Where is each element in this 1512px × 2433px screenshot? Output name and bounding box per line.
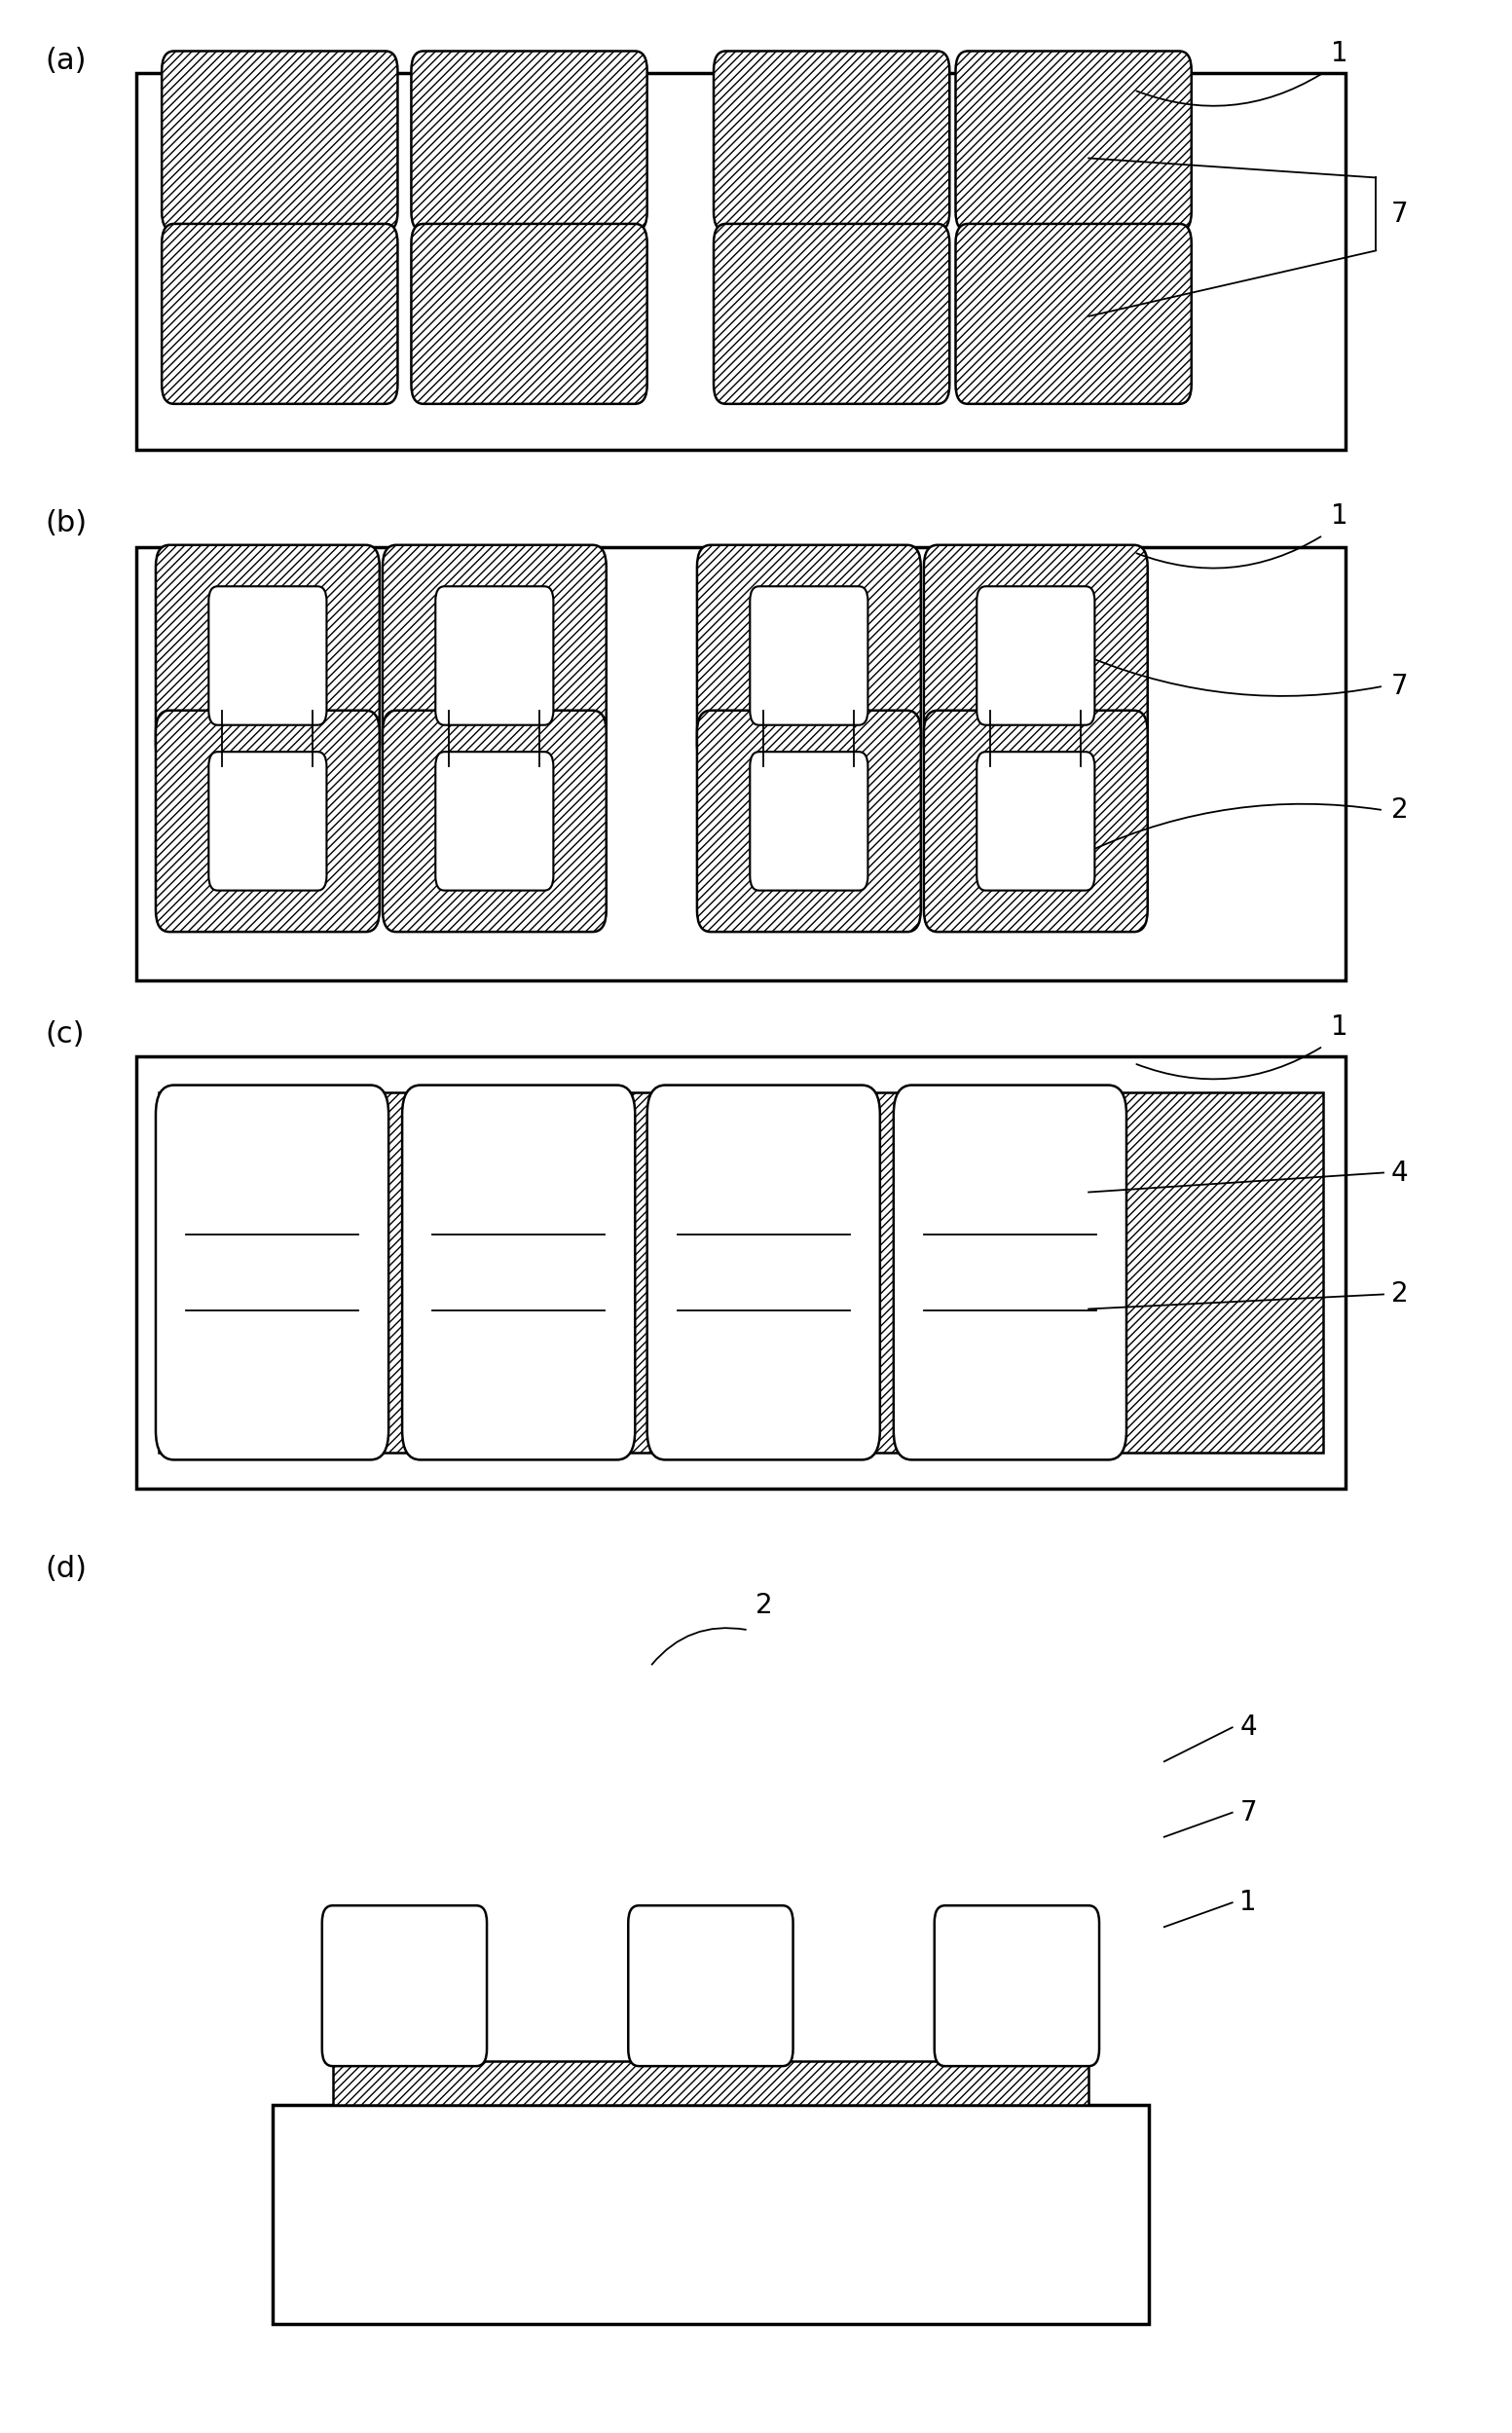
Text: 7: 7 <box>1391 200 1408 229</box>
Text: 4: 4 <box>1391 1158 1408 1187</box>
Text: (d): (d) <box>45 1555 88 1584</box>
FancyBboxPatch shape <box>629 1905 792 2066</box>
FancyBboxPatch shape <box>162 51 398 231</box>
Bar <box>159 1092 1323 1453</box>
FancyBboxPatch shape <box>162 224 398 404</box>
FancyBboxPatch shape <box>934 1905 1099 2066</box>
Bar <box>136 73 1346 450</box>
Text: 7: 7 <box>1240 1798 1256 1827</box>
FancyBboxPatch shape <box>750 752 868 890</box>
FancyBboxPatch shape <box>750 586 868 725</box>
FancyBboxPatch shape <box>383 710 606 932</box>
Text: (a): (a) <box>45 46 86 75</box>
FancyBboxPatch shape <box>435 586 553 725</box>
Text: 1: 1 <box>1331 1012 1347 1041</box>
FancyBboxPatch shape <box>924 545 1148 766</box>
Text: 2: 2 <box>1391 1280 1408 1309</box>
Bar <box>333 1915 476 2061</box>
FancyBboxPatch shape <box>956 51 1191 231</box>
FancyBboxPatch shape <box>647 1085 880 1460</box>
FancyBboxPatch shape <box>156 1085 389 1460</box>
FancyBboxPatch shape <box>411 224 647 404</box>
Text: 2: 2 <box>1391 796 1408 825</box>
FancyBboxPatch shape <box>697 545 921 766</box>
FancyBboxPatch shape <box>209 586 327 725</box>
FancyBboxPatch shape <box>894 1085 1126 1460</box>
Text: (b): (b) <box>45 508 88 538</box>
Text: 4: 4 <box>1240 1713 1256 1742</box>
Text: 7: 7 <box>1391 672 1408 701</box>
FancyBboxPatch shape <box>156 545 380 766</box>
FancyBboxPatch shape <box>714 51 950 231</box>
FancyBboxPatch shape <box>383 545 606 766</box>
Bar <box>945 1915 1089 2061</box>
FancyBboxPatch shape <box>402 1085 635 1460</box>
FancyBboxPatch shape <box>156 710 380 932</box>
FancyBboxPatch shape <box>977 752 1095 890</box>
FancyBboxPatch shape <box>714 224 950 404</box>
FancyBboxPatch shape <box>697 710 921 932</box>
Bar <box>136 547 1346 980</box>
Text: (c): (c) <box>45 1019 85 1049</box>
Text: 1: 1 <box>1331 501 1347 530</box>
Bar <box>272 2105 1149 2324</box>
Bar <box>136 1056 1346 1489</box>
Text: 1: 1 <box>1240 1888 1256 1917</box>
Text: 2: 2 <box>756 1591 773 1620</box>
FancyBboxPatch shape <box>435 752 553 890</box>
FancyBboxPatch shape <box>956 224 1191 404</box>
Text: 1: 1 <box>1331 39 1347 68</box>
FancyBboxPatch shape <box>924 710 1148 932</box>
FancyBboxPatch shape <box>209 752 327 890</box>
FancyBboxPatch shape <box>322 1905 487 2066</box>
Bar <box>333 2061 1089 2105</box>
FancyBboxPatch shape <box>411 51 647 231</box>
FancyBboxPatch shape <box>977 586 1095 725</box>
